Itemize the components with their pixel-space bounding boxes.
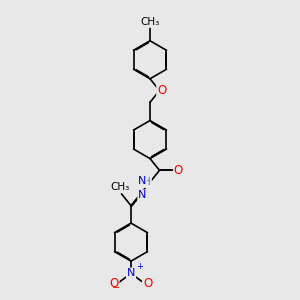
Text: +: + — [136, 262, 142, 271]
Text: CH₃: CH₃ — [140, 17, 160, 27]
Text: O: O — [109, 278, 119, 290]
Text: H: H — [143, 177, 151, 187]
Text: −: − — [112, 283, 120, 292]
Text: O: O — [143, 278, 152, 290]
Text: O: O — [174, 164, 183, 177]
Text: N: N — [138, 176, 146, 186]
Text: CH₃: CH₃ — [110, 182, 129, 192]
Text: N: N — [127, 268, 135, 278]
Text: O: O — [157, 84, 167, 97]
Text: N: N — [138, 190, 147, 200]
